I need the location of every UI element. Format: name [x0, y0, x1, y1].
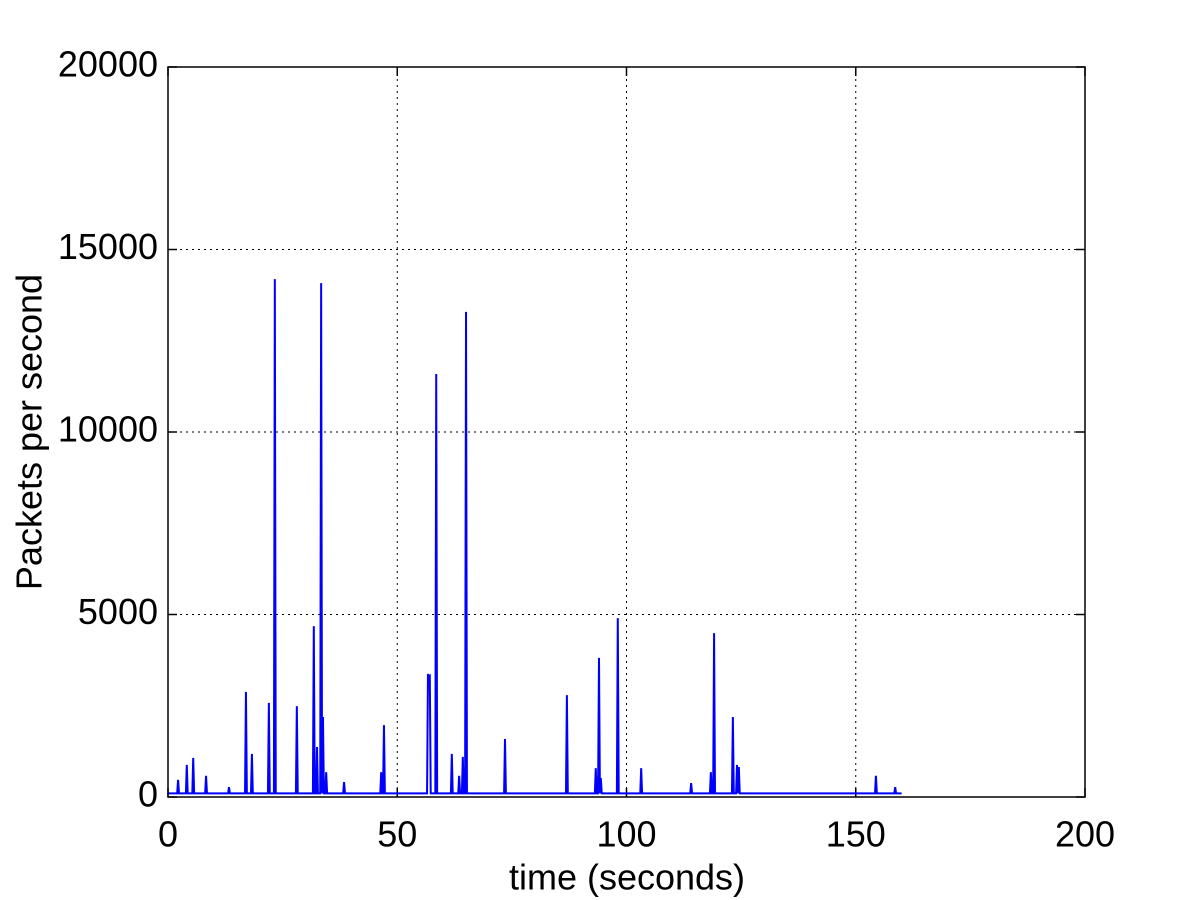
- y-axis-label: Packets per second: [9, 274, 50, 590]
- x-tick-label: 0: [158, 814, 178, 855]
- y-tick-label: 20000: [58, 44, 158, 85]
- x-axis-label: time (seconds): [509, 857, 745, 898]
- axes-box: [167, 66, 1086, 798]
- x-tick-label: 100: [596, 814, 656, 855]
- y-tick-label: 5000: [78, 591, 158, 632]
- x-tick-label: 50: [377, 814, 417, 855]
- x-tick-label: 200: [1055, 814, 1115, 855]
- data-line: [168, 279, 902, 795]
- y-tick-label: 15000: [58, 226, 158, 267]
- y-tick-label: 10000: [58, 409, 158, 450]
- x-tick-label: 150: [826, 814, 886, 855]
- y-tick-label: 0: [138, 774, 158, 815]
